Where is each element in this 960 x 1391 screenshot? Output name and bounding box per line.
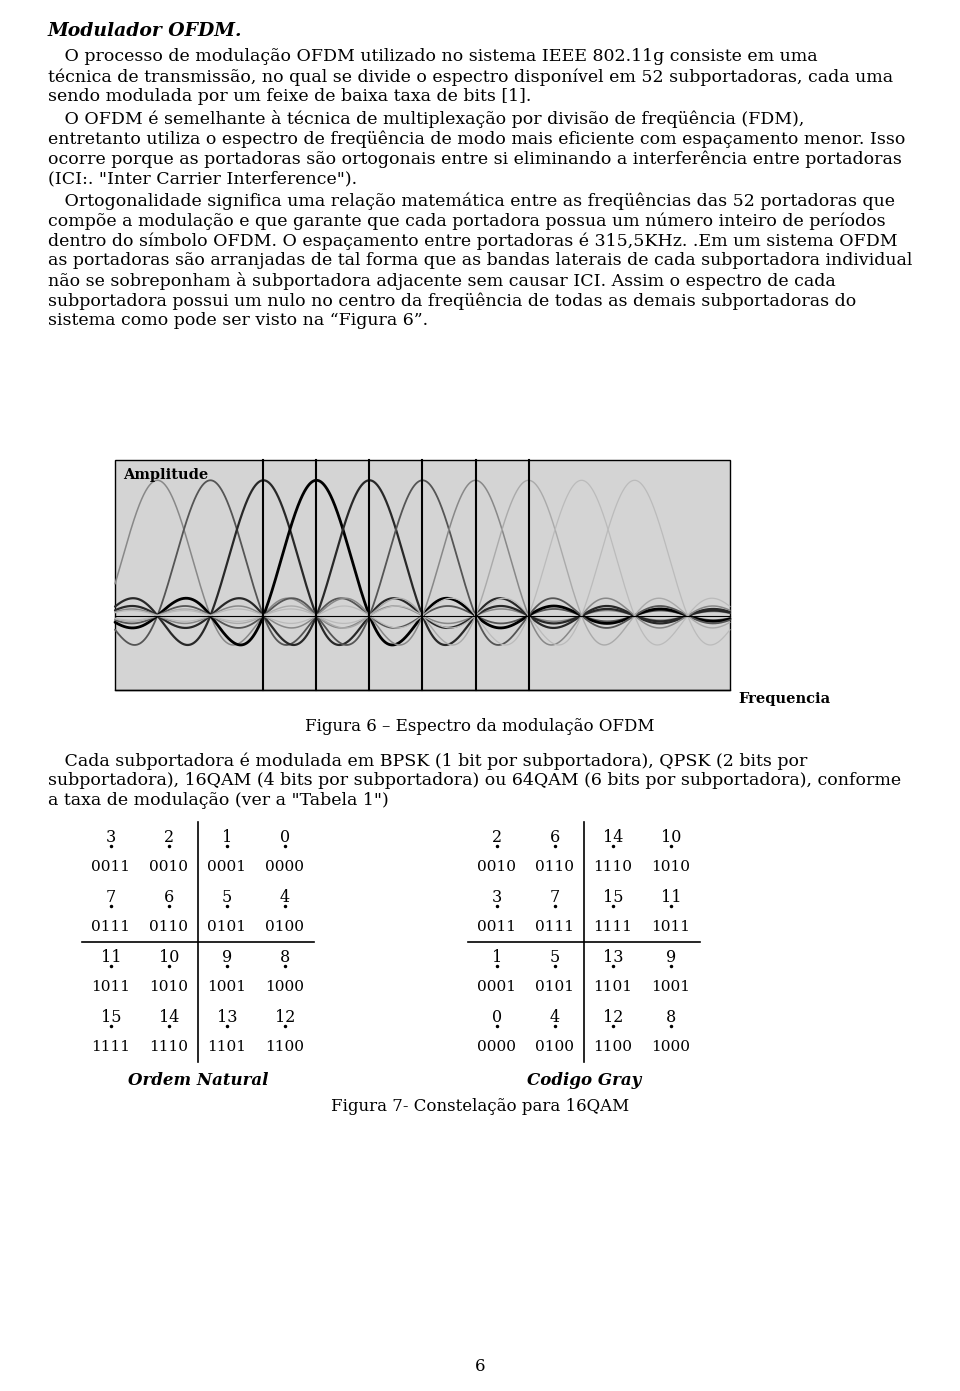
Text: 6: 6 bbox=[164, 889, 174, 906]
Text: Amplitude: Amplitude bbox=[123, 467, 208, 483]
Text: 1110: 1110 bbox=[593, 860, 633, 874]
Text: 0000: 0000 bbox=[477, 1040, 516, 1054]
Text: 0110: 0110 bbox=[536, 860, 574, 874]
Text: 0111: 0111 bbox=[91, 919, 131, 933]
Text: 0000: 0000 bbox=[266, 860, 304, 874]
Text: Ortogonalidade significa uma relação matemática entre as freqüências das 52 port: Ortogonalidade significa uma relação mat… bbox=[48, 192, 895, 210]
Text: 1011: 1011 bbox=[91, 981, 131, 995]
Text: Codigo Gray: Codigo Gray bbox=[527, 1072, 641, 1089]
Text: 0101: 0101 bbox=[207, 919, 247, 933]
Text: 1000: 1000 bbox=[652, 1040, 690, 1054]
Text: 0010: 0010 bbox=[477, 860, 516, 874]
Text: 1011: 1011 bbox=[652, 919, 690, 933]
Text: 15: 15 bbox=[101, 1008, 121, 1025]
Text: 9: 9 bbox=[666, 949, 676, 965]
Text: 5: 5 bbox=[222, 889, 232, 906]
Text: 15: 15 bbox=[603, 889, 623, 906]
Text: 1101: 1101 bbox=[593, 981, 633, 995]
Text: 14: 14 bbox=[603, 829, 623, 846]
Text: 0011: 0011 bbox=[91, 860, 131, 874]
Text: Modulador OFDM.: Modulador OFDM. bbox=[48, 22, 243, 40]
Text: 1001: 1001 bbox=[207, 981, 247, 995]
Text: 0111: 0111 bbox=[536, 919, 574, 933]
Text: 2: 2 bbox=[492, 829, 502, 846]
Text: 6: 6 bbox=[475, 1358, 485, 1374]
Text: 4: 4 bbox=[280, 889, 290, 906]
Text: 14: 14 bbox=[158, 1008, 180, 1025]
Text: 1100: 1100 bbox=[266, 1040, 304, 1054]
Text: 0010: 0010 bbox=[150, 860, 188, 874]
Text: Figura 6 – Espectro da modulação OFDM: Figura 6 – Espectro da modulação OFDM bbox=[305, 718, 655, 734]
Text: subportadora), 16QAM (4 bits por subportadora) ou 64QAM (6 bits por subportadora: subportadora), 16QAM (4 bits por subport… bbox=[48, 772, 901, 789]
Text: 11: 11 bbox=[101, 949, 121, 965]
Text: 9: 9 bbox=[222, 949, 232, 965]
Text: 3: 3 bbox=[106, 829, 116, 846]
Text: dentro do símbolo OFDM. O espaçamento entre portadoras é 315,5KHz. .Em um sistem: dentro do símbolo OFDM. O espaçamento en… bbox=[48, 232, 898, 249]
Text: 1: 1 bbox=[492, 949, 502, 965]
Text: 12: 12 bbox=[275, 1008, 295, 1025]
Text: 0: 0 bbox=[280, 829, 290, 846]
Text: 1111: 1111 bbox=[593, 919, 633, 933]
Text: 10: 10 bbox=[660, 829, 682, 846]
Text: compõe a modulação e que garante que cada portadora possua um número inteiro de : compõe a modulação e que garante que cad… bbox=[48, 211, 886, 230]
Text: 1010: 1010 bbox=[652, 860, 690, 874]
Text: 1101: 1101 bbox=[207, 1040, 247, 1054]
Text: Cada subportadora é modulada em BPSK (1 bit por subportadora), QPSK (2 bits por: Cada subportadora é modulada em BPSK (1 … bbox=[48, 753, 807, 769]
Text: 7: 7 bbox=[106, 889, 116, 906]
Text: as portadoras são arranjadas de tal forma que as bandas laterais de cada subport: as portadoras são arranjadas de tal form… bbox=[48, 252, 912, 268]
Text: a taxa de modulação (ver a "Tabela 1"): a taxa de modulação (ver a "Tabela 1") bbox=[48, 791, 389, 810]
Text: sendo modulada por um feixe de baixa taxa de bits [1].: sendo modulada por um feixe de baixa tax… bbox=[48, 88, 532, 104]
Text: O OFDM é semelhante à técnica de multiplexação por divisão de freqüência (FDM),: O OFDM é semelhante à técnica de multipl… bbox=[48, 110, 804, 128]
Text: sistema como pode ser visto na “Figura 6”.: sistema como pode ser visto na “Figura 6… bbox=[48, 312, 428, 330]
Text: técnica de transmissão, no qual se divide o espectro disponível em 52 subportado: técnica de transmissão, no qual se divid… bbox=[48, 68, 893, 85]
Text: 0100: 0100 bbox=[266, 919, 304, 933]
Text: 8: 8 bbox=[280, 949, 290, 965]
Text: 1110: 1110 bbox=[150, 1040, 188, 1054]
Bar bbox=[115, 460, 730, 690]
Text: O processo de modulação OFDM utilizado no sistema IEEE 802.11g consiste em uma: O processo de modulação OFDM utilizado n… bbox=[48, 49, 818, 65]
Text: 0001: 0001 bbox=[477, 981, 516, 995]
Text: 0110: 0110 bbox=[150, 919, 188, 933]
Text: 1010: 1010 bbox=[150, 981, 188, 995]
Text: 10: 10 bbox=[158, 949, 180, 965]
Text: Figura 7- Constelação para 16QAM: Figura 7- Constelação para 16QAM bbox=[331, 1097, 629, 1116]
Text: 13: 13 bbox=[603, 949, 623, 965]
Text: entretanto utiliza o espectro de freqüência de modo mais eficiente com espaçamen: entretanto utiliza o espectro de freqüên… bbox=[48, 129, 905, 147]
Text: 8: 8 bbox=[666, 1008, 676, 1025]
Text: 0: 0 bbox=[492, 1008, 502, 1025]
Text: 0011: 0011 bbox=[477, 919, 516, 933]
Text: Ordem Natural: Ordem Natural bbox=[128, 1072, 268, 1089]
Text: 1000: 1000 bbox=[266, 981, 304, 995]
Text: (ICI:. "Inter Carrier Interference").: (ICI:. "Inter Carrier Interference"). bbox=[48, 170, 357, 186]
Text: 6: 6 bbox=[550, 829, 560, 846]
Text: 1: 1 bbox=[222, 829, 232, 846]
Text: 1111: 1111 bbox=[91, 1040, 131, 1054]
Text: 7: 7 bbox=[550, 889, 560, 906]
Text: 0001: 0001 bbox=[207, 860, 247, 874]
Text: 2: 2 bbox=[164, 829, 174, 846]
Text: 1100: 1100 bbox=[593, 1040, 633, 1054]
Text: 3: 3 bbox=[492, 889, 502, 906]
Text: 4: 4 bbox=[550, 1008, 560, 1025]
Text: 0101: 0101 bbox=[536, 981, 574, 995]
Text: 13: 13 bbox=[217, 1008, 237, 1025]
Text: Frequencia: Frequencia bbox=[738, 691, 830, 707]
Text: 11: 11 bbox=[660, 889, 682, 906]
Text: subportadora possui um nulo no centro da freqüência de todas as demais subportad: subportadora possui um nulo no centro da… bbox=[48, 292, 856, 310]
Text: não se sobreponham à subportadora adjacente sem causar ICI. Assim o espectro de : não se sobreponham à subportadora adjace… bbox=[48, 273, 836, 289]
Text: 5: 5 bbox=[550, 949, 560, 965]
Text: ocorre porque as portadoras são ortogonais entre si eliminando a interferência e: ocorre porque as portadoras são ortogona… bbox=[48, 150, 901, 167]
Text: 12: 12 bbox=[603, 1008, 623, 1025]
Text: 1001: 1001 bbox=[652, 981, 690, 995]
Text: 0100: 0100 bbox=[536, 1040, 574, 1054]
